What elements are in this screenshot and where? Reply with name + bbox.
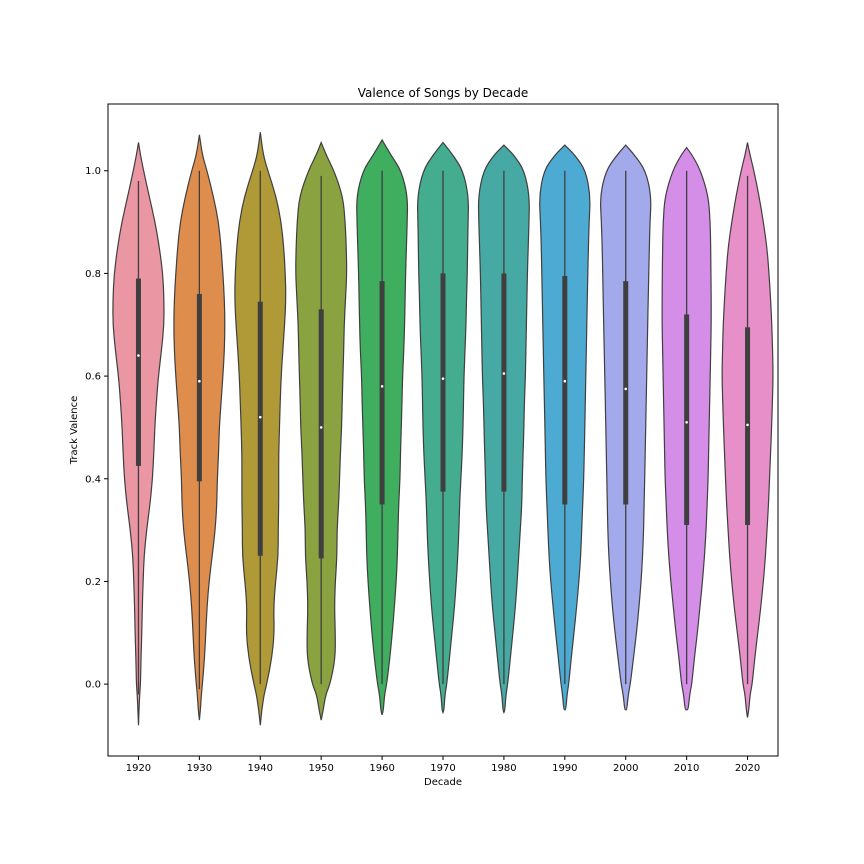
x-tick-label: 1920	[126, 763, 151, 774]
median-dot-1990	[563, 379, 567, 383]
x-tick-label: 1990	[552, 763, 577, 774]
iqr-box-1930	[196, 293, 202, 482]
median-dot-2000	[624, 387, 628, 391]
iqr-box-1940	[257, 301, 263, 556]
y-axis: 0.0 0.2 0.4 0.6 0.8 1.0	[85, 166, 108, 691]
median-dot-1930	[198, 379, 201, 383]
y-tick-label: 1.0	[85, 166, 101, 177]
chart-title: Valence of Songs by Decade	[358, 86, 528, 100]
median-dot-2010	[685, 420, 688, 424]
y-tick-label: 0.0	[85, 680, 101, 691]
y-tick-label: 0.4	[85, 474, 101, 485]
x-tick-label: 2020	[735, 763, 760, 774]
x-tick-label: 1940	[248, 763, 273, 774]
iqr-box-1960	[379, 281, 385, 505]
iqr-box-2010	[684, 314, 690, 525]
x-tick-label: 2000	[613, 763, 638, 774]
violins-layer	[112, 132, 774, 726]
median-dot-1920	[137, 354, 140, 357]
median-dot-1950	[319, 426, 323, 429]
x-tick-label: 1950	[308, 763, 333, 774]
median-dot-1940	[258, 415, 262, 419]
iqr-box-1990	[562, 275, 568, 505]
iqr-box-2000	[623, 281, 629, 505]
median-dot-1980	[502, 372, 506, 375]
x-tick-label: 2010	[674, 763, 699, 774]
x-tick-label: 1970	[430, 763, 455, 774]
median-dot-1960	[380, 385, 384, 388]
median-dot-2020	[746, 423, 749, 427]
iqr-box-1970	[440, 273, 446, 492]
y-tick-label: 0.6	[85, 372, 101, 383]
median-dot-1970	[441, 377, 445, 380]
x-tick-label: 1960	[369, 763, 394, 774]
x-tick-label: 1980	[491, 763, 516, 774]
x-axis-label: Decade	[424, 777, 462, 788]
y-tick-label: 0.2	[85, 577, 101, 588]
x-axis: 1920 1930 1940 1950 1960 1970 1980 1990 2000 2010…	[126, 756, 760, 774]
iqr-box-1980	[501, 273, 507, 492]
y-tick-label: 0.8	[85, 269, 101, 280]
y-axis-label: Track Valence	[69, 396, 80, 465]
iqr-box-1950	[318, 309, 324, 559]
x-tick-label: 1930	[187, 763, 212, 774]
iqr-box-1920	[135, 278, 141, 466]
